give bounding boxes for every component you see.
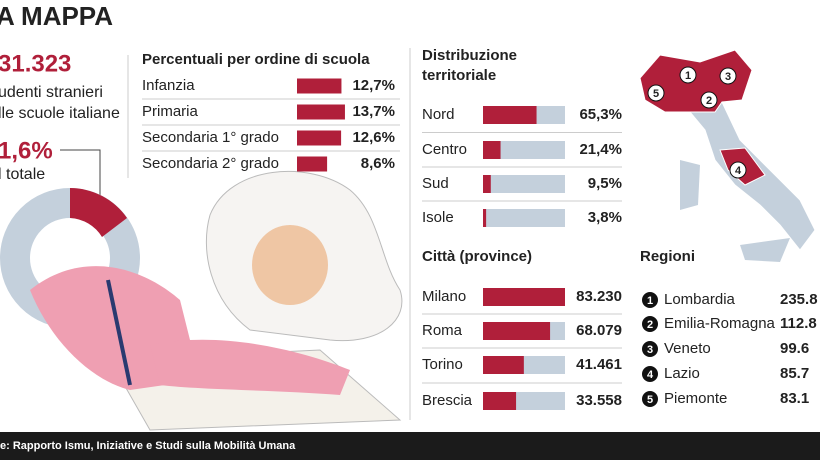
bar (483, 106, 537, 124)
value-label: 83.230 (576, 288, 622, 305)
value-label: 33.558 (576, 392, 622, 409)
number-badge (642, 391, 658, 407)
category-label: Centro (422, 141, 467, 158)
value-label: 41.461 (576, 356, 622, 373)
region-value: 99.6 (780, 340, 809, 357)
value-label: 68.079 (576, 322, 622, 339)
badge-number: 3 (647, 344, 653, 356)
value-label: 12,7% (352, 77, 395, 94)
badge-number: 2 (647, 319, 653, 331)
value-label: 13,7% (352, 103, 395, 120)
map-marker-number: 2 (706, 95, 712, 107)
sicily (740, 238, 790, 262)
category-label: Isole (422, 209, 454, 226)
donut-segment (70, 188, 127, 237)
badge-number: 4 (647, 369, 654, 381)
category-label: Brescia (422, 392, 473, 409)
bar (297, 104, 345, 120)
bar (483, 392, 517, 410)
arm (150, 339, 350, 395)
chart-title: Città (province) (422, 248, 532, 265)
bar-track (483, 141, 565, 159)
number-badge (642, 366, 658, 382)
chart-title: Percentuali per ordine di scuola (142, 51, 370, 68)
bar (483, 288, 565, 306)
region-value: 235.8 (780, 291, 818, 308)
source: e: Rapporto Ismu, Iniziative e Studi sul… (0, 440, 296, 452)
footer (0, 432, 820, 460)
category-label: Nord (422, 106, 455, 123)
number-badge (642, 341, 658, 357)
share: 1,6% (0, 137, 53, 164)
value-label: 8,6% (361, 155, 395, 172)
bar (483, 175, 491, 193)
leader-line (60, 149, 101, 195)
count: 31.323 (0, 50, 71, 77)
value-label: 21,4% (579, 141, 622, 158)
category-label: Secondaria 2° grado (142, 155, 279, 172)
value-label: 12,6% (352, 129, 395, 146)
value-label: 65,3% (579, 106, 622, 123)
map-marker (719, 67, 737, 85)
category-label: Infanzia (142, 77, 195, 94)
category-label: Torino (422, 356, 463, 373)
region-value: 112.8 (780, 315, 817, 332)
bar (297, 156, 328, 172)
category-label: Primaria (142, 103, 198, 120)
region-value: 83.1 (780, 390, 809, 407)
bar (483, 209, 487, 227)
bar (483, 356, 524, 374)
badge-number: 5 (647, 394, 653, 406)
table-title: Regioni (640, 248, 695, 265)
map (639, 49, 816, 262)
value-label: 3,8% (588, 209, 622, 226)
bar (297, 78, 342, 94)
bar-track (483, 209, 565, 227)
category-label: Sud (422, 175, 449, 192)
region-name: Lombardia (664, 291, 736, 308)
bar (297, 130, 342, 146)
face (252, 225, 328, 305)
chart-title: Distribuzione territoriale (422, 47, 518, 84)
pen (106, 279, 132, 386)
share-line: l totale (0, 166, 45, 183)
map-marker-number: 5 (653, 88, 659, 100)
region-value: 85.7 (780, 365, 809, 382)
region-name: Piemonte (664, 390, 727, 407)
category-label: Milano (422, 288, 466, 305)
region-name: Lazio (664, 365, 700, 382)
sardinia (680, 160, 700, 210)
map-marker (679, 66, 697, 84)
count-line: lle scuole italiane (0, 105, 120, 122)
map-marker-number: 3 (725, 71, 731, 83)
map-marker (700, 91, 718, 109)
region-name: Emilia-Romagna (664, 315, 776, 332)
map-marker-number: 4 (735, 165, 742, 177)
count-line: udenti stranieri (0, 84, 103, 101)
region-name: Veneto (664, 340, 711, 357)
title: A MAPPA (0, 1, 113, 31)
number-badge (642, 316, 658, 332)
illustration (30, 171, 403, 431)
north-regions (639, 49, 753, 113)
value-label: 9,5% (588, 175, 622, 192)
map-marker (729, 161, 747, 179)
map-marker-number: 1 (685, 70, 691, 82)
badge-number: 1 (647, 295, 653, 307)
bar (483, 322, 551, 340)
number-badge (642, 292, 658, 308)
map-marker (647, 84, 665, 102)
category-label: Roma (422, 322, 463, 339)
category-label: Secondaria 1° grado (142, 129, 279, 146)
bar-track (483, 175, 565, 193)
bar (483, 141, 501, 159)
